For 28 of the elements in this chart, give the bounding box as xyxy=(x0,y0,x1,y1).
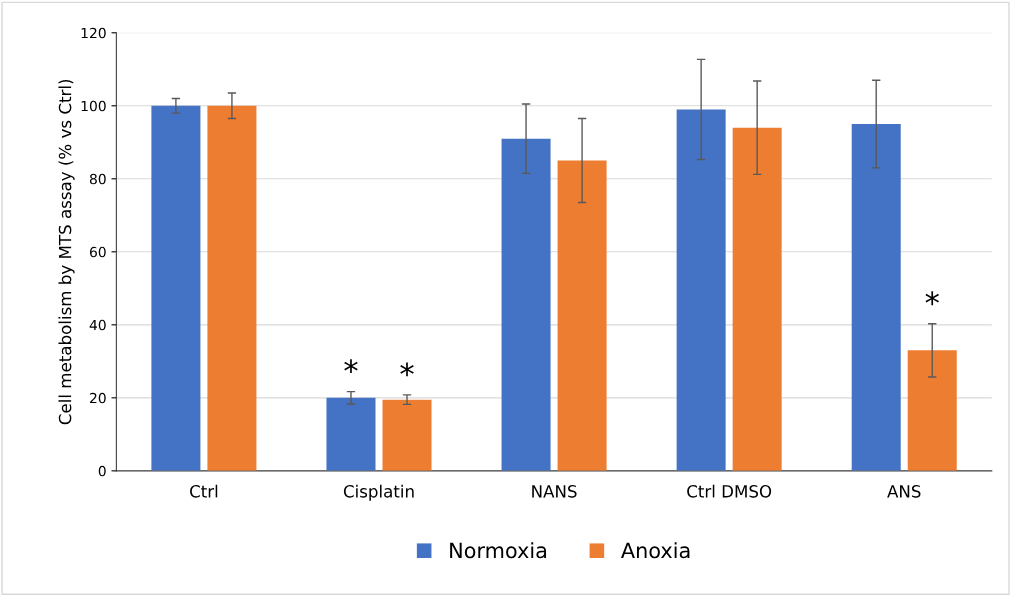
bar xyxy=(851,124,901,471)
bar xyxy=(557,160,607,471)
y-tick-label: 120 xyxy=(81,27,106,39)
x-tick-label: Ctrl DMSO xyxy=(687,484,772,498)
bar xyxy=(151,105,201,471)
annotation: * xyxy=(400,362,414,377)
y-axis-title: Cell metabolism by MTS assay (% vs Ctrl) xyxy=(58,79,75,425)
bar xyxy=(676,109,726,471)
annotation: * xyxy=(344,359,358,374)
bar xyxy=(907,350,957,471)
y-tick-label: 80 xyxy=(89,173,106,185)
bar xyxy=(207,105,257,471)
x-tick-label: Ctrl xyxy=(190,484,218,498)
legend-label: Normoxia xyxy=(450,542,547,559)
bar xyxy=(732,127,782,471)
y-tick-label: 20 xyxy=(90,392,106,404)
bar xyxy=(382,399,432,471)
y-tick-label: 40 xyxy=(89,319,106,331)
x-tick-label: NANS xyxy=(532,485,577,498)
y-tick-label: 100 xyxy=(81,100,106,112)
legend-label: Anoxia xyxy=(621,542,690,559)
y-tick-label: 0 xyxy=(98,465,106,477)
x-tick-label: ANS xyxy=(887,485,921,498)
y-tick-label: 60 xyxy=(89,246,106,258)
bar xyxy=(326,397,376,471)
annotation: * xyxy=(925,291,939,306)
bar xyxy=(501,138,551,471)
x-tick-label: Cisplatin xyxy=(343,484,414,501)
